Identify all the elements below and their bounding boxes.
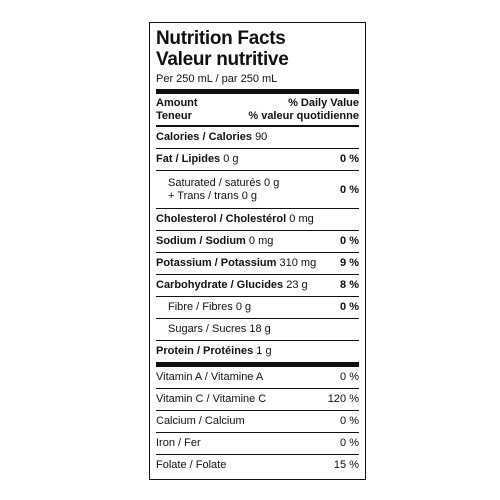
vitamin-label: Vitamin C / Vitamine C <box>156 393 267 405</box>
fibre-label: Fibre / Fibres <box>168 301 233 313</box>
sodium-pct: 0 % <box>340 235 359 247</box>
sugars-row: Sugars / Sucres 18 g <box>156 318 359 340</box>
fat-row: Fat / Lipides 0 g 0 % <box>156 148 359 170</box>
title-en: Nutrition Facts <box>156 28 286 49</box>
carbohydrate-row: Carbohydrate / Glucides 23 g 8 % <box>156 274 359 296</box>
teneur-heading: Teneur <box>156 110 192 122</box>
serving-size: Per 250 mL / par 250 mL <box>156 73 278 85</box>
vitamin-pct: 0 % <box>340 415 359 427</box>
saturated-trans-row: Saturated / saturés 0 g + Trans / trans … <box>156 170 359 208</box>
sugars-value: 18 g <box>249 323 271 335</box>
daily-value-heading: % Daily Value <box>288 97 359 109</box>
potassium-row: Potassium / Potassium 310 mg 9 % <box>156 252 359 274</box>
protein-label: Protein / Protéines <box>156 345 254 357</box>
amount-heading: Amount <box>156 97 198 109</box>
cholesterol-label: Cholesterol / Cholestérol <box>156 213 287 225</box>
fat-pct: 0 % <box>340 153 359 165</box>
carbohydrate-value: 23 g <box>286 279 308 291</box>
fibre-pct: 0 % <box>340 301 359 313</box>
vitamin-row: Vitamin A / Vitamine A 0 % <box>156 367 359 388</box>
fat-label: Fat / Lipides <box>156 153 221 165</box>
fibre-value: 0 g <box>235 301 252 313</box>
carbohydrate-pct: 8 % <box>340 279 359 291</box>
vitamin-pct: 15 % <box>333 459 359 471</box>
cholesterol-row: Cholesterol / Cholestérol 0 mg <box>156 208 359 230</box>
vitamin-pct: 0 % <box>340 371 359 383</box>
calories-value: 90 <box>255 131 268 143</box>
daily-value-heading-fr: % valeur quotidienne <box>248 110 359 122</box>
fat-value: 0 g <box>223 153 239 165</box>
saturated-value: 0 g <box>264 177 280 189</box>
sodium-row: Sodium / Sodium 0 mg 0 % <box>156 230 359 252</box>
vitamin-pct: 120 % <box>327 393 359 405</box>
sugars-label: Sugars / Sucres <box>168 323 247 335</box>
vitamin-pct: 0 % <box>340 437 359 449</box>
vitamin-row: Folate / Folate 15 % <box>156 454 359 476</box>
thick-divider-vitamins <box>156 362 359 367</box>
vitamin-label: Iron / Fer <box>156 437 201 449</box>
column-header: Amount Teneur % Daily Value % valeur quo… <box>156 94 359 125</box>
vitamin-label: Calcium / Calcium <box>156 415 245 427</box>
saturated-trans-pct: 0 % <box>340 183 359 196</box>
protein-value: 1 g <box>256 345 272 357</box>
cholesterol-value: 0 mg <box>289 213 314 225</box>
saturated-label: Saturated / saturés <box>168 177 261 189</box>
trans-label: + Trans / trans <box>168 190 239 202</box>
fibre-row: Fibre / Fibres 0 g 0 % <box>156 296 359 318</box>
calories-row: Calories / Calories 90 <box>156 125 359 148</box>
title-fr: Valeur nutritive <box>156 49 289 70</box>
trans-value: 0 g <box>241 190 257 202</box>
nutrition-facts-label: Nutrition Facts Valeur nutritive Per 250… <box>149 22 366 480</box>
vitamin-row: Vitamin C / Vitamine C 120 % <box>156 388 359 410</box>
vitamin-label: Folate / Folate <box>156 459 227 471</box>
potassium-pct: 9 % <box>340 257 359 269</box>
potassium-value: 310 mg <box>279 257 317 269</box>
potassium-label: Potassium / Potassium <box>156 257 277 269</box>
sodium-value: 0 mg <box>248 235 274 247</box>
carbohydrate-label: Carbohydrate / Glucides <box>156 279 284 291</box>
protein-row: Protein / Protéines 1 g <box>156 340 359 362</box>
sodium-label: Sodium / Sodium <box>156 235 246 247</box>
calories-label: Calories / Calories <box>156 131 252 143</box>
thick-divider <box>156 89 359 94</box>
vitamin-row: Calcium / Calcium 0 % <box>156 410 359 432</box>
vitamin-row: Iron / Fer 0 % <box>156 432 359 454</box>
vitamin-label: Vitamin A / Vitamine A <box>156 371 264 383</box>
